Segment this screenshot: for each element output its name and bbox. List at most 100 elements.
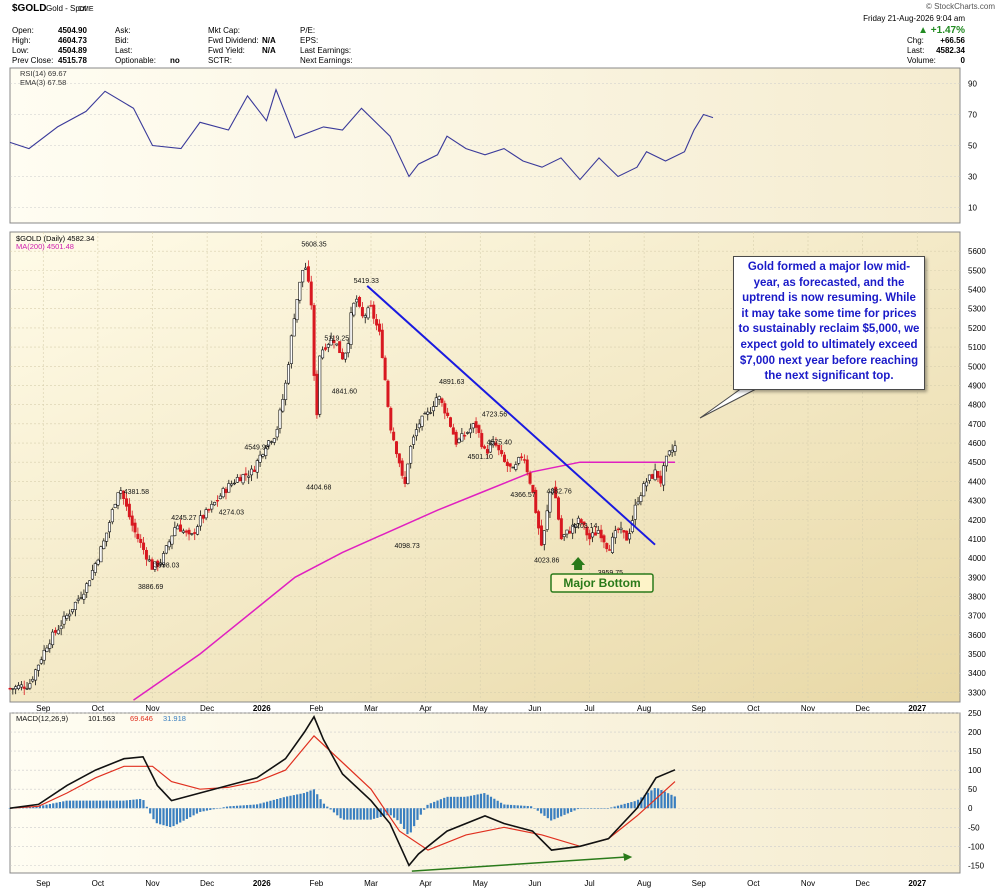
quote-value: 4515.78 bbox=[58, 56, 87, 65]
macd-histogram-bar bbox=[316, 794, 319, 809]
candle-body bbox=[19, 684, 23, 688]
price-tick-label: 4600 bbox=[968, 439, 986, 448]
candle-body bbox=[287, 364, 291, 384]
macd-histogram-bar bbox=[205, 808, 209, 811]
macd-histogram-bar bbox=[189, 808, 192, 818]
candle-body bbox=[434, 397, 438, 407]
macd-legend-item: 101.563 bbox=[88, 714, 115, 723]
macd-histogram-bar bbox=[139, 798, 142, 809]
macd-histogram-bar bbox=[159, 808, 162, 825]
macd-histogram-bar bbox=[620, 804, 623, 809]
macd-histogram-bar bbox=[519, 805, 523, 809]
candle-body bbox=[497, 444, 501, 451]
candle-body bbox=[429, 412, 433, 414]
macd-histogram-bar bbox=[48, 804, 52, 809]
candle-body bbox=[113, 504, 117, 508]
macd-histogram-bar bbox=[8, 808, 11, 809]
candle-body bbox=[73, 601, 77, 610]
x-tick-label: Aug bbox=[637, 704, 651, 713]
price-tick-label: 4200 bbox=[968, 516, 986, 525]
macd-histogram-bar bbox=[282, 797, 285, 809]
candle-body bbox=[179, 524, 183, 532]
x-tick-label: Dec bbox=[856, 879, 870, 888]
x-tick-label: Oct bbox=[92, 704, 105, 713]
macd-histogram-bar bbox=[306, 791, 309, 809]
candle-body bbox=[412, 436, 416, 445]
x-tick-label: Nov bbox=[145, 879, 159, 888]
candle-body bbox=[579, 519, 583, 523]
macd-histogram-bar bbox=[439, 799, 442, 809]
candle-body bbox=[53, 630, 57, 633]
candle-body bbox=[463, 435, 467, 437]
candle-body bbox=[619, 527, 623, 530]
candle-body bbox=[539, 525, 543, 546]
macd-tick-label: 250 bbox=[968, 709, 982, 718]
candle-body bbox=[556, 497, 560, 520]
price-annotation: 3998.03 bbox=[154, 563, 179, 570]
macd-histogram-bar bbox=[479, 793, 483, 809]
candle-body bbox=[639, 495, 643, 502]
candle-body bbox=[275, 429, 279, 438]
price-tick-label: 5500 bbox=[968, 266, 986, 275]
candle-body bbox=[673, 445, 677, 452]
x-tick-label: Jul bbox=[584, 879, 594, 888]
macd-histogram-bar bbox=[255, 804, 259, 809]
macd-histogram-bar bbox=[399, 808, 402, 824]
quote-value: no bbox=[170, 56, 180, 65]
candle-body bbox=[502, 454, 506, 462]
candle-body bbox=[278, 409, 282, 429]
candle-body bbox=[397, 453, 401, 464]
x-tick-label: Apr bbox=[419, 704, 432, 713]
candle-body bbox=[241, 474, 245, 484]
macd-histogram-bar bbox=[192, 808, 195, 816]
quote-label: Ask: bbox=[115, 26, 131, 35]
candle-body bbox=[301, 269, 305, 283]
candle-body bbox=[213, 502, 217, 506]
candle-body bbox=[358, 296, 362, 307]
candle-body bbox=[343, 352, 347, 360]
candle-body bbox=[289, 335, 293, 364]
candle-body bbox=[525, 459, 529, 473]
quote-value: 4582.34 bbox=[936, 46, 965, 55]
price-annotation: 4549.98 bbox=[244, 445, 269, 452]
candle-body bbox=[193, 532, 197, 534]
x-tick-label: Mar bbox=[364, 879, 378, 888]
symbol: $GOLD bbox=[12, 3, 46, 14]
candle-body bbox=[190, 533, 194, 535]
macd-histogram-bar bbox=[108, 800, 112, 809]
macd-histogram-bar bbox=[149, 808, 152, 814]
macd-histogram-bar bbox=[660, 789, 663, 809]
candle-body bbox=[645, 481, 649, 487]
candle-body bbox=[136, 533, 140, 540]
candle-body bbox=[105, 532, 109, 542]
macd-legend-item: 69.646 bbox=[130, 714, 153, 723]
candle-body bbox=[406, 463, 410, 484]
x-tick-label: Jun bbox=[528, 879, 541, 888]
candle-body bbox=[610, 536, 614, 553]
candle-body bbox=[267, 440, 271, 447]
candle-body bbox=[250, 468, 254, 476]
macd-histogram-bar bbox=[332, 808, 336, 813]
price-annotation: 4841.60 bbox=[332, 389, 357, 396]
candle-body bbox=[474, 421, 478, 428]
candle-body bbox=[323, 347, 327, 350]
macd-histogram-bar bbox=[225, 806, 229, 809]
candle-body bbox=[440, 398, 444, 403]
candle-body bbox=[628, 533, 632, 540]
macd-histogram-bar bbox=[145, 806, 148, 809]
price-annotation: 4245.27 bbox=[171, 515, 196, 522]
price-legend-item: $GOLD (Daily) 4582.34 bbox=[16, 234, 94, 243]
price-tick-label: 4100 bbox=[968, 535, 986, 544]
candle-body bbox=[107, 522, 111, 533]
macd-histogram-bar bbox=[616, 805, 620, 809]
macd-tick-label: 0 bbox=[968, 804, 973, 813]
candle-body bbox=[272, 438, 276, 443]
macd-histogram-bar bbox=[459, 796, 463, 809]
price-tick-label: 4700 bbox=[968, 420, 986, 429]
macd-histogram-bar bbox=[82, 800, 85, 809]
rsi-tick-label: 10 bbox=[968, 204, 977, 213]
quote-value: N/A bbox=[262, 36, 276, 45]
candle-body bbox=[366, 307, 370, 319]
macd-histogram-bar bbox=[115, 800, 118, 809]
